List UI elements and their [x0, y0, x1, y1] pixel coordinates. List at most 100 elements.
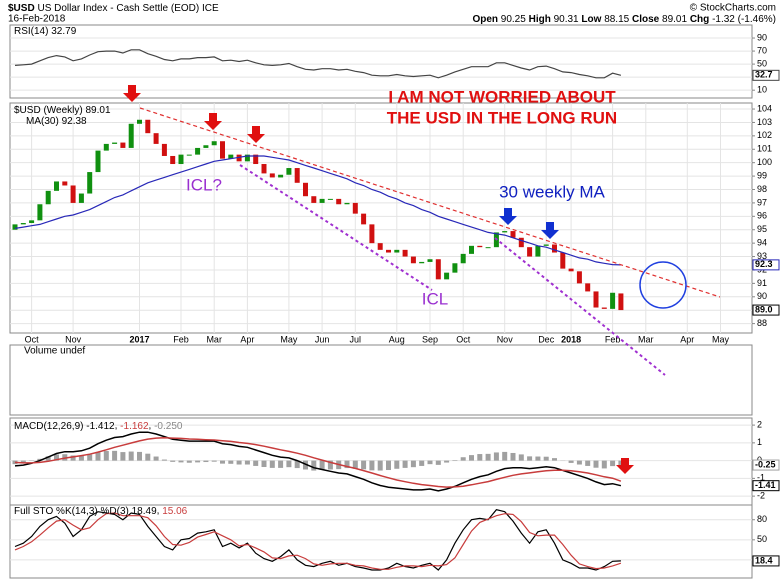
candle — [477, 245, 483, 248]
histogram-bar — [103, 451, 109, 461]
candle — [253, 154, 259, 165]
sto-panel — [9, 504, 753, 579]
candle — [137, 119, 142, 124]
candle — [535, 245, 541, 257]
candle — [419, 261, 425, 264]
value-box-label: 92.3 — [755, 259, 773, 269]
histogram-bar — [543, 456, 549, 461]
x-tick-label: Nov — [65, 334, 82, 344]
y-tick-label: 90 — [757, 32, 767, 42]
ma-line — [14, 155, 621, 266]
quote-label: Open — [472, 14, 498, 25]
histogram-bar — [527, 456, 533, 461]
y-tick-label: 93 — [757, 251, 767, 261]
resistance-trendline — [139, 107, 721, 298]
legend-value: 15.06 — [162, 506, 187, 517]
histogram-bar — [319, 460, 325, 471]
legend-value: 92.38 — [62, 116, 87, 127]
value-box — [752, 259, 780, 271]
candle — [352, 202, 358, 214]
histogram-bar — [427, 460, 433, 465]
candle — [37, 204, 43, 221]
legend-value: 18.49 — [132, 506, 157, 517]
y-tick-label: 10 — [757, 85, 767, 95]
candle — [336, 198, 342, 205]
histogram-bar — [294, 460, 300, 469]
annotation: ICL — [422, 289, 448, 308]
y-tick-label: 97 — [757, 197, 767, 207]
histogram-bar — [186, 460, 192, 463]
histogram-bar — [20, 460, 26, 463]
y-tick-label: 88 — [757, 318, 767, 328]
candle — [95, 150, 101, 173]
legend-value: -1.162 — [120, 421, 149, 432]
histogram-bar — [618, 460, 624, 466]
quote-value: -1.32 — [712, 14, 735, 25]
y-tick-label: 50 — [757, 58, 767, 68]
y-tick-label: 104 — [757, 103, 772, 113]
histogram-bar — [601, 460, 607, 469]
candle — [78, 193, 84, 203]
x-tick-label: 2018 — [561, 334, 581, 344]
candle — [460, 253, 466, 264]
candle — [361, 213, 367, 225]
histogram-bar — [87, 454, 93, 461]
histogram-bar — [261, 460, 267, 468]
candle — [161, 143, 167, 156]
y-tick-label: 101 — [757, 144, 772, 154]
quote-label: High — [529, 14, 551, 25]
histogram-bar — [203, 460, 209, 463]
value-box-label: 89.0 — [755, 304, 773, 314]
arrow-down — [247, 126, 265, 143]
histogram-bar — [170, 460, 176, 462]
candle — [12, 224, 18, 230]
quote-value: 88.15 — [604, 14, 629, 25]
candle — [311, 196, 317, 203]
x-tick-label: Sep — [422, 334, 438, 344]
candle — [568, 268, 574, 272]
candle — [327, 198, 333, 200]
histogram-bar — [178, 460, 184, 463]
candle — [203, 145, 209, 148]
y-tick-label: 94 — [757, 238, 767, 248]
legend: MA(30) 92.38 — [26, 116, 87, 127]
x-tick-label: 2017 — [129, 334, 149, 344]
histogram-bar — [568, 460, 574, 463]
histogram-bar — [452, 460, 458, 461]
quote-pct: (-1.46%) — [738, 14, 776, 25]
value-box — [752, 69, 780, 81]
quote-label: Low — [581, 14, 601, 25]
support-trendline — [239, 164, 433, 291]
candle — [62, 181, 68, 186]
series-line — [14, 436, 622, 488]
y-tick-label: 80 — [757, 514, 767, 524]
y-tick-label: -1 — [757, 473, 765, 483]
x-tick-label: Feb — [605, 334, 621, 344]
y-tick-label: 1 — [757, 437, 762, 447]
candle — [54, 181, 59, 191]
value-box — [752, 304, 780, 316]
plot-layer: 1030507090888990919293949596979899100101… — [10, 32, 772, 571]
panel-frames — [9, 24, 753, 579]
candle — [369, 224, 375, 244]
candle — [269, 173, 275, 178]
histogram-bar — [485, 453, 491, 461]
candle — [29, 220, 35, 224]
support-trendline — [494, 237, 666, 376]
x-tick-label: May — [280, 334, 298, 344]
x-tick-label: Oct — [25, 334, 40, 344]
histogram-bar — [327, 460, 333, 470]
histogram-bar — [352, 460, 358, 469]
histogram-bar — [70, 455, 76, 461]
candle — [560, 252, 566, 269]
quote-value: 90.31 — [554, 14, 579, 25]
histogram-bar — [120, 452, 126, 461]
candle — [510, 231, 516, 238]
candle — [103, 143, 109, 151]
histogram-bar — [253, 460, 259, 466]
histogram-bar — [78, 455, 84, 461]
histogram-bar — [552, 458, 557, 461]
histogram-bar — [228, 460, 234, 464]
credit: © StockCharts.com — [690, 3, 776, 14]
candle — [435, 259, 441, 280]
